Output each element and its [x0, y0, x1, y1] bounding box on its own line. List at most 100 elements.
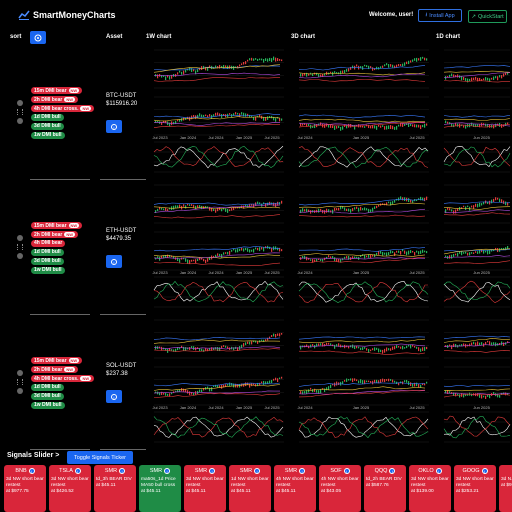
candle	[312, 344, 314, 346]
asset-info-button[interactable]: i	[106, 390, 122, 403]
candle	[328, 209, 330, 213]
chart-3d[interactable]: Jul 2024 Jan 2025 Jul 2025	[291, 45, 431, 175]
signal-tag[interactable]: 1w DMI bull	[31, 402, 65, 409]
signal-tag[interactable]: 1d DMI bull	[31, 249, 64, 256]
chart-1d[interactable]: Jun 2025	[436, 180, 512, 310]
time-axis-label: Jan 2025	[236, 270, 253, 275]
info-icon[interactable]: i	[74, 468, 81, 474]
signal-tag[interactable]: 1w DMI bull	[31, 267, 65, 274]
move-down-icon[interactable]	[17, 253, 23, 259]
signal-tag[interactable]: 15m DMI bear NW	[31, 357, 83, 364]
signal-tag[interactable]: 1d DMI bull	[31, 384, 64, 391]
info-icon[interactable]: i	[343, 468, 350, 474]
toggle-signals-ticker-button[interactable]: Toggle Signals Ticker	[67, 451, 133, 464]
candle	[281, 249, 283, 252]
signal-tag[interactable]: 2h DMI bear NW	[31, 366, 79, 373]
move-up-icon[interactable]	[17, 235, 23, 241]
signal-tag[interactable]: 1d DMI bull	[31, 114, 64, 121]
oscillator-line	[443, 416, 511, 436]
signal-card[interactable]: SMR i 4h NW short bear restest at $45.11	[274, 465, 316, 512]
signal-card[interactable]: SMR i td_3h BEAR DIV at $45.11	[94, 465, 136, 512]
signal-tag[interactable]: 2h DMI bear NW	[31, 231, 79, 238]
info-icon[interactable]: i	[299, 468, 306, 474]
candle	[326, 208, 328, 213]
signal-tag[interactable]: 3d DMI bull	[31, 393, 64, 400]
candle	[362, 125, 364, 128]
signal-card[interactable]: SMR i 1d NW short bear restest at $45.11	[229, 465, 271, 512]
move-down-icon[interactable]	[17, 388, 23, 394]
signal-tag[interactable]: 4h DMI bear cross. NW	[31, 375, 95, 382]
info-icon[interactable]: i	[389, 468, 396, 474]
candle	[263, 380, 265, 385]
install-app-button[interactable]: ⭳ Install App	[418, 9, 462, 22]
sort-button[interactable]	[30, 31, 46, 44]
row-reorder-controls[interactable]	[16, 100, 24, 127]
row-reorder-controls[interactable]	[16, 370, 24, 397]
asset-symbol[interactable]: ETH-USDT	[106, 228, 137, 234]
signal-card[interactable]: OKLO i 3d NW short bear restest at $139.…	[409, 465, 451, 512]
signal-card[interactable]: QQQ i td_2h BEAR DIV at $587.76	[364, 465, 406, 512]
logo[interactable]: SmartMoneyCharts	[18, 10, 116, 20]
signal-card[interactable]: BNB i 3d NW short bear restest at $977.7…	[4, 465, 46, 512]
signal-tag[interactable]: 4h DMI bear	[31, 240, 66, 247]
info-icon[interactable]: i	[481, 468, 488, 474]
candle	[267, 381, 269, 384]
info-icon[interactable]: i	[209, 468, 216, 474]
info-icon[interactable]: i	[28, 468, 35, 474]
info-icon[interactable]: i	[119, 468, 126, 474]
signal-card[interactable]: TSLA i 3d NW short bear restest at $426.…	[49, 465, 91, 512]
chart-1d[interactable]: Jun 2025	[436, 315, 512, 445]
info-icon[interactable]: i	[254, 468, 261, 474]
chart-1w[interactable]: Jul 2023 Jan 2024 Jul 2024 Jan 2025 Jul 2025	[146, 180, 286, 310]
asset-symbol[interactable]: SOL-USDT	[106, 363, 137, 369]
signal-tag[interactable]: 1w DMI bull	[31, 132, 65, 139]
signal-tag[interactable]: 2h DMI bear NW	[31, 96, 79, 103]
candle	[316, 389, 318, 393]
signal-tag-label: 1d DMI bull	[34, 384, 61, 390]
signal-card[interactable]: GOOG i 3d NW short bear restest at $253.…	[454, 465, 496, 512]
candle	[183, 257, 185, 260]
signal-card[interactable]: SMR i 3d NW short bear restest at $45.11	[184, 465, 226, 512]
signal-card[interactable]: SOF i 4h NW short bear restest at $43.05	[319, 465, 361, 512]
signal-tag[interactable]: 15m DMI bear NW	[31, 222, 83, 229]
candle	[390, 379, 392, 381]
chart-3d[interactable]: Jul 2024 Jan 2025 Jul 2025	[291, 180, 431, 310]
chart-1w[interactable]: Jul 2023 Jan 2024 Jul 2024 Jan 2025 Jul 2025	[146, 315, 286, 445]
signal-card[interactable]: SMR i ma50s_1d Price MA50 bull cross at …	[139, 465, 181, 512]
candle	[332, 125, 334, 129]
drag-handle-icon[interactable]	[17, 379, 23, 385]
candle	[493, 198, 495, 202]
signal-tag[interactable]: 15m DMI bear NW	[31, 87, 83, 94]
candle	[390, 201, 392, 206]
candle	[354, 256, 356, 259]
row-reorder-controls[interactable]	[16, 235, 24, 262]
chart-1w[interactable]: Jul 2023 Jan 2024 Jul 2024 Jan 2025 Jul 2025	[146, 45, 286, 175]
candle	[368, 208, 370, 213]
chart-3d[interactable]: Jul 2024 Jan 2025 Jul 2025	[291, 315, 431, 445]
drag-handle-icon[interactable]	[17, 109, 23, 115]
candle	[416, 57, 418, 62]
asset-info-button[interactable]: i	[106, 255, 122, 268]
signal-tag[interactable]: 3d DMI bull	[31, 258, 64, 265]
chart-1d[interactable]: Jun 2025	[436, 45, 512, 175]
signal-tag[interactable]: 3d DMI bull	[31, 123, 64, 130]
asset-symbol[interactable]: BTC-USDT	[106, 93, 137, 99]
drag-handle-icon[interactable]	[17, 244, 23, 250]
move-down-icon[interactable]	[17, 118, 23, 124]
signal-card[interactable]: BN i 3d N... at $9...	[499, 465, 512, 512]
candle	[479, 77, 481, 81]
candle	[219, 113, 221, 117]
info-icon[interactable]: i	[435, 468, 442, 474]
info-icon[interactable]: i	[164, 468, 171, 474]
candle	[408, 250, 410, 255]
move-up-icon[interactable]	[17, 100, 23, 106]
candle	[225, 208, 227, 212]
candle	[273, 202, 275, 206]
quickstart-button[interactable]: ↗ QuickStart	[468, 10, 507, 23]
candle	[263, 247, 265, 252]
move-up-icon[interactable]	[17, 370, 23, 376]
asset-info-button[interactable]: i	[106, 120, 122, 133]
candle	[499, 75, 501, 78]
signal-tag[interactable]: 4h DMI bear cross. NW	[31, 105, 95, 112]
candle	[320, 208, 322, 211]
